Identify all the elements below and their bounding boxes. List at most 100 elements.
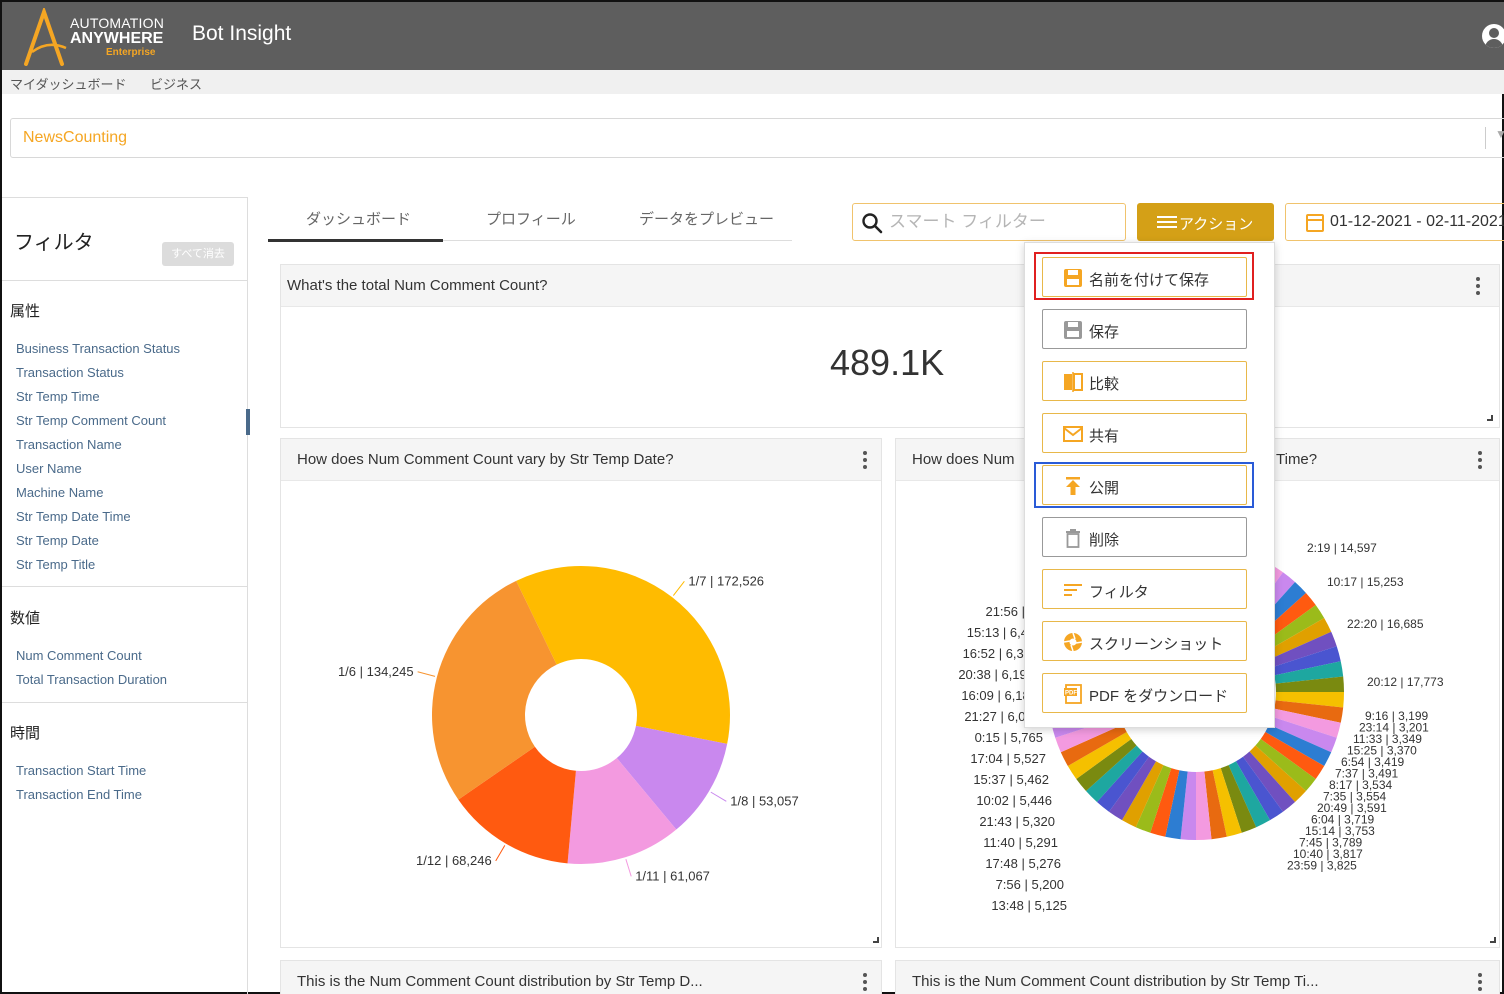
donut-slice[interactable] (1122, 761, 1164, 828)
breadcrumb-business[interactable]: ビジネス (150, 77, 203, 92)
dashboard-select[interactable]: NewsCounting ▼ (10, 118, 1504, 158)
tab-preview-data[interactable]: データをプレビュー (639, 211, 775, 228)
donut-slice[interactable] (1212, 768, 1242, 837)
sidebar-item-transaction-name[interactable]: Transaction Name (16, 437, 122, 452)
donut-slice-1/8[interactable] (616, 725, 728, 830)
sidebar-item-str-temp-date-time[interactable]: Str Temp Date Time (16, 509, 131, 524)
card-title-right: Time? (1276, 451, 1318, 468)
chevron-down-icon[interactable]: ▼ (1495, 127, 1504, 141)
resize-handle-icon[interactable] (1490, 937, 1496, 943)
card-title: How does Num Comment Count vary by Str T… (297, 451, 674, 468)
hamburger-icon (1157, 216, 1177, 228)
donut-slice[interactable] (1260, 732, 1325, 779)
leader-line (710, 791, 727, 802)
donut-slice[interactable] (1096, 751, 1149, 812)
menu-item-screenshot[interactable]: スクリーンショット (1042, 621, 1247, 661)
brand-line2: ANYWHERE (70, 30, 164, 47)
highlight-publish (1034, 462, 1254, 508)
donut-slice[interactable] (1275, 676, 1344, 692)
donut-slice[interactable] (1165, 770, 1188, 840)
sidebar-item-user-name[interactable]: User Name (16, 461, 82, 476)
breadcrumb: マイダッシュボード ビジネス (2, 70, 1504, 94)
user-icon[interactable] (1482, 24, 1504, 48)
sidebar-item-str-temp-date[interactable]: Str Temp Date (16, 533, 99, 548)
donut-slice[interactable] (1260, 605, 1325, 652)
sidebar-scroll-marker[interactable] (246, 409, 250, 435)
donut-slice[interactable] (1274, 700, 1344, 723)
menu-item-delete[interactable]: 削除 (1042, 517, 1247, 557)
menu-item-download-pdf[interactable]: PDF PDF をダウンロード (1042, 673, 1247, 713)
menu-item-label: 共有 (1089, 428, 1120, 445)
more-options-icon[interactable] (863, 973, 867, 991)
donut-slice[interactable] (1272, 708, 1341, 738)
donut-slice[interactable] (1249, 745, 1306, 802)
donut-slice[interactable] (1272, 646, 1341, 676)
kpi-card: What's the total Num Comment Count? (280, 264, 1500, 428)
donut-slice[interactable] (1269, 631, 1337, 668)
donut-slice[interactable] (1275, 692, 1344, 708)
donut-slice[interactable] (1265, 618, 1332, 660)
clear-all-button[interactable]: すべて消去 (162, 242, 234, 266)
donut-slice[interactable] (1274, 661, 1344, 684)
resize-handle-icon[interactable] (873, 937, 879, 943)
sidebar-item-num-comment-count[interactable]: Num Comment Count (16, 648, 142, 663)
brand-logo[interactable]: AUTOMATION ANYWHERE Enterprise (70, 16, 164, 58)
donut-slice[interactable] (1109, 756, 1156, 821)
menu-item-compare[interactable]: 比較 (1042, 361, 1247, 401)
tab-dashboard[interactable]: ダッシュボード (306, 211, 412, 228)
sidebar-item-total-transaction-duration[interactable]: Total Transaction Duration (16, 672, 168, 687)
data-label: 1/11 | 61,067 (635, 868, 710, 883)
menu-item-filter[interactable]: フィルタ (1042, 569, 1247, 609)
smart-filter-input[interactable] (889, 209, 1119, 235)
donut-slice[interactable] (1255, 739, 1316, 792)
donut-slice[interactable] (1265, 724, 1332, 766)
trash-icon (1066, 529, 1080, 548)
date-range-picker[interactable]: 01-12-2021 - 02-11-2021 (1285, 203, 1504, 241)
donut-slice[interactable] (1135, 765, 1172, 833)
more-options-icon[interactable] (1478, 451, 1482, 469)
breadcrumb-my-dashboard[interactable]: マイダッシュボード (10, 77, 127, 92)
donut-slice[interactable] (1196, 771, 1212, 840)
tab-profile[interactable]: プロフィール (486, 211, 576, 228)
donut-slice[interactable] (1060, 724, 1127, 766)
smart-filter-search[interactable] (852, 203, 1126, 241)
menu-item-save[interactable]: 保存 (1042, 309, 1247, 349)
donut-slice-1/6[interactable] (432, 580, 557, 800)
sidebar-item-business-transaction-status[interactable]: Business Transaction Status (16, 341, 181, 356)
donut-slice[interactable] (1180, 771, 1196, 840)
sidebar-item-transaction-end-time[interactable]: Transaction End Time (16, 787, 142, 802)
menu-item-publish[interactable]: 公開 (1042, 465, 1247, 505)
donut-slice-1/12[interactable] (458, 746, 576, 864)
sidebar-item-str-temp-time[interactable]: Str Temp Time (16, 389, 100, 404)
data-label: 7:45 | 3,789 (1299, 836, 1362, 850)
more-options-icon[interactable] (863, 451, 867, 469)
action-menu-button[interactable]: アクション (1137, 203, 1274, 241)
menu-item-label: スクリーンショット (1089, 636, 1224, 653)
donut-slice[interactable] (1067, 732, 1132, 779)
donut-slice[interactable] (1243, 751, 1296, 812)
sidebar-item-str-temp-title[interactable]: Str Temp Title (16, 557, 96, 572)
sidebar-item-str-temp-comment-count[interactable]: Str Temp Comment Count (16, 413, 167, 428)
menu-item-save-as[interactable]: 名前を付けて保存 (1042, 257, 1247, 297)
sidebar-item-transaction-status[interactable]: Transaction Status (16, 365, 124, 380)
donut-slice[interactable] (1086, 745, 1143, 802)
donut-slice[interactable] (1269, 716, 1337, 753)
donut-slice[interactable] (1228, 761, 1270, 828)
donut-slice[interactable] (1076, 739, 1137, 792)
more-options-icon[interactable] (1478, 973, 1482, 991)
donut-slice[interactable] (1204, 770, 1227, 840)
donut-slice[interactable] (1150, 768, 1180, 837)
donut-slice-1/7[interactable] (516, 566, 730, 744)
sidebar-item-machine-name[interactable]: Machine Name (16, 485, 104, 500)
sidebar-divider (2, 586, 248, 587)
automation-anywhere-logo-icon (24, 8, 67, 66)
donut-slice[interactable] (1220, 765, 1257, 833)
more-options-icon[interactable] (1476, 277, 1480, 295)
donut-slice-1/11[interactable] (567, 758, 677, 864)
donut-slice[interactable] (1236, 756, 1283, 821)
search-icon (862, 213, 883, 234)
sidebar-item-transaction-start-time[interactable]: Transaction Start Time (16, 763, 147, 778)
pdf-icon: PDF (1064, 684, 1082, 704)
menu-item-share[interactable]: 共有 (1042, 413, 1247, 453)
resize-handle-icon[interactable] (1487, 415, 1493, 421)
